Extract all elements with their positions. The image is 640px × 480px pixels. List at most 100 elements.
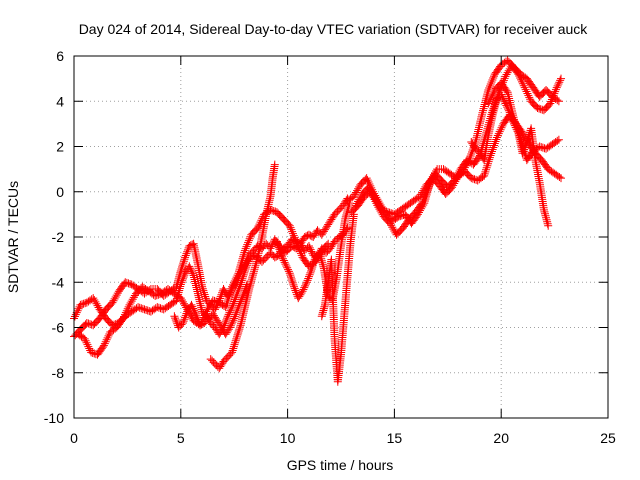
data-point-fill: [206, 300, 215, 309]
data-point-fill: [275, 247, 284, 256]
data-point-fill: [237, 295, 246, 304]
data-point-fill: [177, 295, 186, 304]
data-point: [82, 318, 91, 327]
data-point-fill: [284, 267, 293, 276]
data-point: [76, 300, 85, 309]
data-point: [520, 83, 529, 92]
data-point-fill: [91, 297, 100, 306]
data-point-fill: [513, 125, 522, 134]
data-point-fill: [344, 203, 353, 212]
data-point-fill: [491, 137, 500, 146]
data-point: [191, 309, 200, 318]
data-point-fill: [300, 283, 309, 292]
data-point-fill: [491, 100, 500, 109]
data-point-fill: [112, 291, 121, 300]
data-point-fill: [482, 165, 491, 174]
data-point: [238, 291, 247, 300]
data-point-fill: [126, 298, 135, 307]
data-point-fill: [511, 119, 520, 128]
data-point: [349, 192, 358, 201]
data-point: [290, 282, 299, 291]
data-point-fill: [327, 215, 336, 224]
data-point: [510, 115, 519, 124]
data-point-fill: [187, 267, 196, 276]
data-point-fill: [213, 298, 222, 307]
data-point-fill: [142, 305, 151, 314]
data-point-fill: [78, 300, 87, 309]
y-tick-label: 2: [56, 139, 64, 155]
data-point-fill: [363, 176, 372, 185]
data-point-fill: [183, 245, 192, 254]
data-point-fill: [249, 267, 258, 276]
data-point-fill: [222, 301, 231, 310]
data-point-fill: [304, 274, 313, 283]
data-point-fill: [472, 175, 481, 184]
data-point: [285, 221, 294, 230]
data-point-fill: [210, 313, 219, 322]
y-tick-label: -6: [52, 320, 65, 336]
data-point-fill: [341, 212, 350, 221]
data-point-fill: [452, 175, 461, 184]
y-tick-label: -4: [52, 274, 65, 290]
data-point-fill: [247, 275, 256, 284]
y-tick-label: -2: [52, 229, 65, 245]
data-point-fill: [540, 144, 549, 153]
data-point-fill: [287, 275, 296, 284]
data-point: [176, 280, 185, 289]
data-point-fill: [318, 258, 327, 267]
data-point-fill: [369, 190, 378, 199]
data-point-fill: [492, 96, 501, 105]
data-point-fill: [484, 157, 493, 166]
data-point-fill: [291, 235, 300, 244]
data-point-fill: [182, 309, 191, 318]
data-point-fill: [233, 330, 242, 339]
data-point-fill: [278, 254, 287, 263]
data-point-fill: [366, 186, 375, 195]
data-point-fill: [111, 292, 120, 301]
data-point-fill: [237, 258, 246, 267]
data-point-fill: [226, 321, 235, 330]
data-point: [418, 199, 427, 208]
data-point-fill: [102, 335, 111, 344]
data-point-fill: [417, 200, 426, 209]
data-point-fill: [246, 279, 255, 288]
data-point: [371, 194, 380, 203]
data-point-fill: [555, 173, 564, 182]
data-point-fill: [293, 241, 302, 250]
data-point-fill: [204, 303, 213, 312]
data-point-fill: [488, 76, 497, 85]
data-point: [501, 72, 510, 81]
data-point-fill: [178, 261, 187, 270]
data-point-fill: [372, 196, 381, 205]
data-point-fill: [205, 302, 214, 311]
data-point-fill: [154, 290, 163, 299]
data-point: [546, 99, 555, 108]
data-point-fill: [488, 91, 497, 100]
data-point-fill: [547, 95, 556, 104]
data-point-fill: [276, 249, 285, 258]
data-point-fill: [493, 131, 502, 140]
data-point-fill: [223, 297, 232, 306]
data-point-fill: [289, 231, 298, 240]
data-point-fill: [543, 217, 552, 226]
data-point-fill: [284, 220, 293, 229]
data-point: [234, 269, 243, 278]
data-point-fill: [323, 222, 332, 231]
data-point: [294, 294, 303, 303]
data-point-fill: [549, 91, 558, 100]
data-point-fill: [248, 271, 257, 280]
data-point-fill: [225, 290, 234, 299]
data-point-fill: [286, 271, 295, 280]
x-tick-label: 20: [493, 430, 509, 446]
data-point: [119, 314, 128, 323]
data-point-fill: [82, 338, 91, 347]
data-point-fill: [306, 245, 315, 254]
data-point-fill: [238, 274, 247, 283]
data-point-fill: [90, 295, 99, 304]
data-point-fill: [498, 121, 507, 130]
data-point-fill: [524, 91, 533, 100]
data-point-fill: [514, 127, 523, 136]
data-point-fill: [494, 129, 503, 138]
data-point: [480, 171, 489, 180]
data-point-fill: [223, 326, 232, 335]
